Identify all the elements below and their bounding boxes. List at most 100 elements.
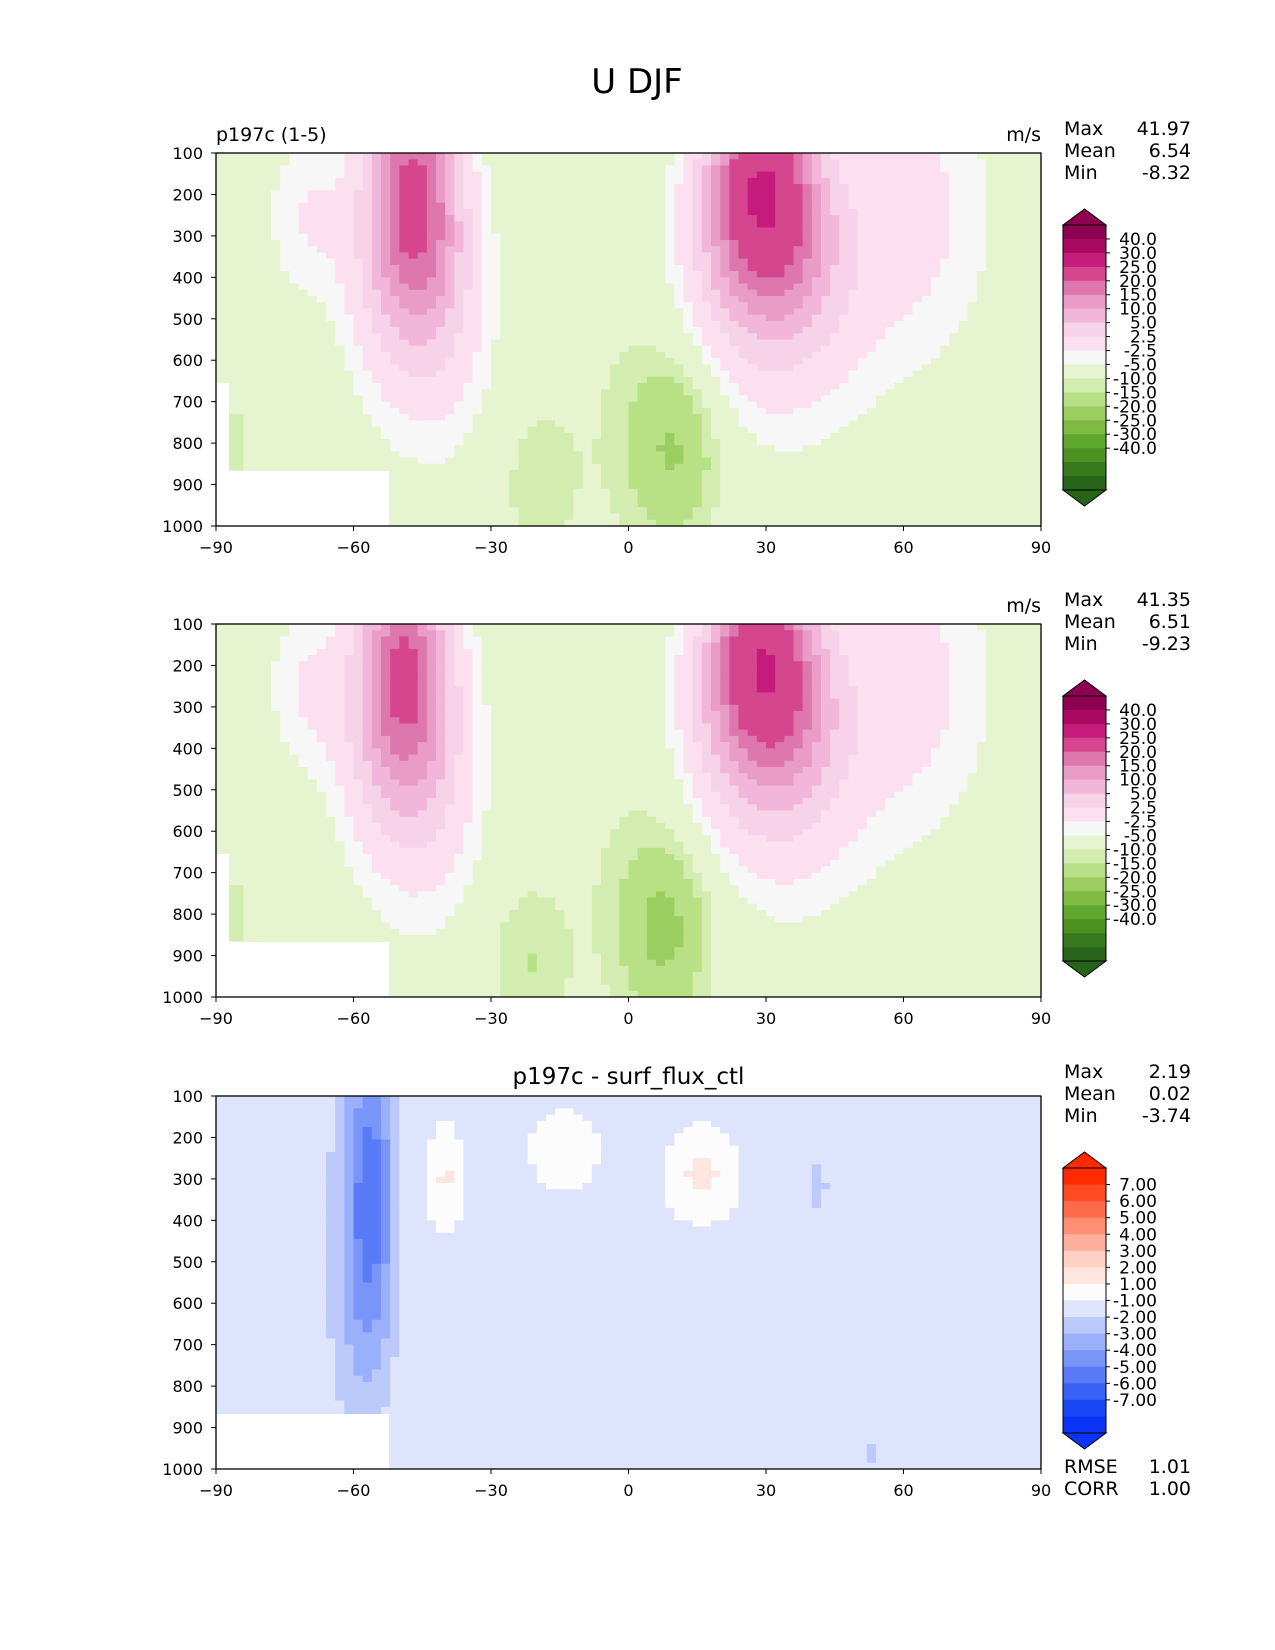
field-cell: [280, 196, 290, 204]
field-cell: [619, 482, 630, 490]
field-cell: [353, 432, 364, 440]
field-cell: [500, 389, 510, 397]
field-cell: [546, 233, 556, 241]
field-cell: [940, 383, 950, 390]
field-cell: [371, 333, 382, 341]
field-cell: [866, 227, 877, 235]
field-cell: [445, 289, 455, 297]
field-cell: [216, 271, 226, 278]
field-cell: [766, 327, 776, 334]
field-cell: [711, 302, 721, 310]
field-cell: [399, 283, 410, 291]
field-cell: [454, 289, 465, 297]
field-cell: [261, 271, 272, 278]
field-cell: [1004, 376, 1015, 384]
field-cell: [436, 488, 446, 496]
field-cell: [775, 438, 785, 446]
field-cell: [775, 345, 785, 353]
field-cell: [518, 314, 529, 322]
field-cell: [280, 308, 290, 316]
field-cell: [582, 395, 593, 403]
field-cell: [940, 190, 950, 198]
field-cell: [683, 376, 694, 384]
field-cell: [986, 227, 996, 235]
field-cell: [307, 177, 318, 185]
field-cell: [500, 494, 510, 502]
field-cell: [344, 308, 355, 316]
field-cell: [839, 246, 850, 254]
field-cell: [216, 370, 226, 378]
field-cell: [390, 215, 400, 222]
field-cell: [940, 271, 950, 278]
field-cell: [216, 165, 226, 173]
field-cell: [683, 476, 694, 484]
field-cell: [436, 258, 446, 266]
field-cell: [701, 233, 712, 241]
field-cell: [243, 401, 254, 409]
field-cell: [610, 302, 620, 310]
field-cell: [775, 295, 785, 303]
field-cell: [573, 271, 584, 278]
field-cell: [683, 339, 694, 347]
field-cell: [454, 370, 465, 378]
field-cell: [894, 451, 905, 459]
field-cell: [756, 389, 767, 397]
field-cell: [619, 159, 630, 167]
field-cell: [885, 488, 895, 496]
field-cell: [472, 227, 483, 235]
field-cell: [885, 271, 895, 278]
field-cell: [298, 233, 309, 241]
field-cell: [775, 196, 785, 204]
field-cell: [472, 376, 483, 384]
field-cell: [876, 221, 886, 229]
field-cell: [665, 221, 675, 229]
field-cell: [252, 190, 263, 198]
field-cell: [436, 426, 446, 434]
field-cell: [848, 426, 859, 434]
field-cell: [426, 264, 437, 272]
field-cell: [362, 451, 373, 459]
field-cell: [995, 184, 1005, 191]
field-cell: [426, 395, 437, 403]
field-cell: [252, 463, 263, 471]
field-cell: [967, 246, 978, 254]
field-cell: [1022, 240, 1033, 247]
field-cell: [912, 339, 923, 347]
field-cell: [216, 184, 226, 191]
field-cell: [234, 358, 245, 365]
field-cell: [371, 395, 382, 403]
field-cell: [848, 184, 859, 191]
field-cell: [234, 227, 245, 235]
field-cell: [701, 302, 712, 310]
field-cell: [353, 333, 364, 341]
field-cell: [1031, 383, 1042, 390]
field-cell: [894, 308, 905, 316]
field-cell: [720, 438, 730, 446]
field-cell: [857, 283, 868, 291]
field-cell: [995, 482, 1005, 490]
field-cell: [821, 246, 831, 254]
field-cell: [591, 196, 602, 204]
field-cell: [591, 165, 602, 173]
field-cell: [408, 233, 419, 241]
field-cell: [335, 277, 345, 285]
field-cell: [463, 215, 474, 222]
field-cell: [747, 240, 758, 247]
field-cell: [683, 314, 694, 322]
field-cell: [509, 289, 520, 297]
field-cell: [949, 302, 960, 310]
field-cell: [582, 383, 593, 390]
field-cell: [399, 420, 410, 428]
field-cell: [958, 227, 969, 235]
field-cell: [610, 476, 620, 484]
field-cell: [573, 401, 584, 409]
field-cell: [591, 395, 602, 403]
field-cell: [234, 333, 245, 341]
field-cell: [692, 177, 703, 185]
field-cell: [628, 153, 639, 160]
field-cell: [591, 202, 602, 210]
field-cell: [766, 364, 776, 372]
field-cell: [307, 208, 318, 216]
field-cell: [894, 395, 905, 403]
field-cell: [316, 227, 327, 235]
